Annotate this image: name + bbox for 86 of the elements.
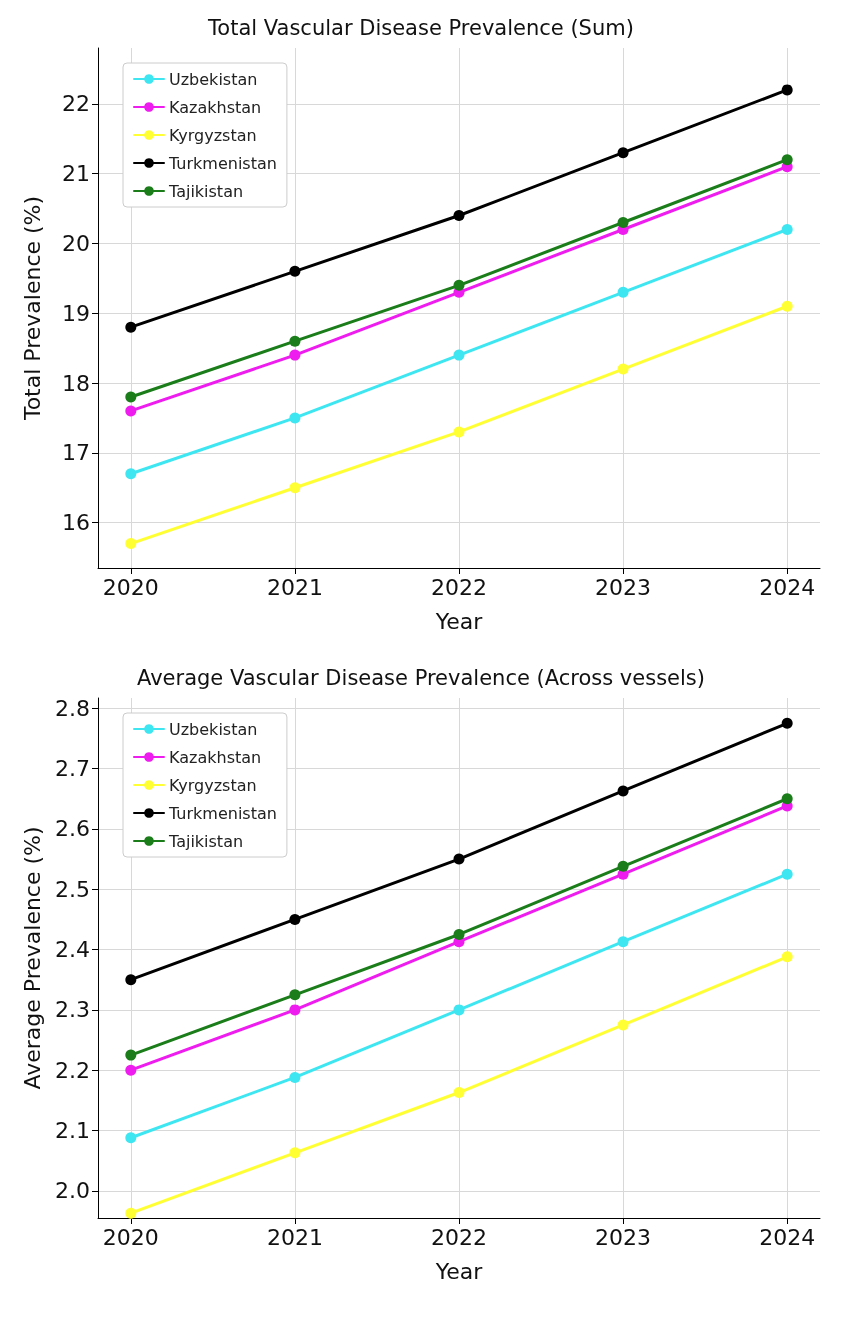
x-tick-label: 2023 [595, 1224, 652, 1250]
legend-label: Kyrgyzstan [169, 125, 257, 145]
point [125, 468, 137, 480]
y-tick-label: 16 [62, 510, 90, 536]
x-tick-label: 2021 [266, 1224, 323, 1250]
legend-label: Turkmenistan [168, 153, 277, 173]
point [781, 300, 793, 312]
point [289, 913, 301, 925]
point [617, 217, 629, 228]
point [453, 853, 465, 865]
point [289, 1147, 301, 1159]
point [617, 860, 629, 872]
legend-label: Tajikistan [168, 831, 244, 851]
y-tick-label: 20 [62, 230, 90, 256]
point [781, 868, 793, 880]
y-tick-label: 2.0 [55, 1178, 90, 1204]
legend-label: Turkmenistan [168, 803, 277, 823]
chart-title: Average Vascular Disease Prevalence (Across vessels) [137, 665, 705, 690]
point [781, 793, 793, 805]
point [781, 223, 793, 235]
point [617, 785, 629, 797]
point [289, 349, 301, 361]
point [125, 405, 137, 417]
point [125, 1132, 137, 1144]
point [617, 286, 629, 298]
point [289, 1004, 301, 1016]
y-tick-label: 22 [62, 91, 90, 117]
y-tick-label: 19 [62, 300, 90, 326]
x-tick-label: 2020 [102, 1224, 159, 1250]
point [125, 974, 137, 986]
point [617, 1019, 629, 1031]
point [617, 147, 629, 159]
x-tick-label: 2021 [266, 574, 323, 600]
point [289, 265, 301, 277]
point [453, 349, 465, 361]
point [781, 717, 793, 729]
point [617, 363, 629, 375]
point [781, 951, 793, 963]
x-axis-title: Year [434, 608, 484, 634]
y-tick-label: 21 [62, 161, 90, 187]
x-axis-title: Year [434, 1258, 484, 1284]
point [289, 482, 301, 494]
point [781, 84, 793, 96]
point [125, 1049, 137, 1061]
x-tick-label: 2023 [595, 574, 652, 600]
y-tick-label: 2.2 [55, 1057, 90, 1083]
x-tick-label: 2024 [759, 574, 816, 600]
y-tick-label: 2.5 [55, 876, 90, 902]
x-tick-label: 2022 [431, 1224, 487, 1250]
point [617, 936, 629, 948]
x-tick-label: 2020 [102, 574, 159, 600]
point [125, 391, 137, 403]
point [453, 1087, 465, 1099]
point [781, 154, 793, 166]
y-axis-title: Average Prevalence (%) [19, 826, 45, 1090]
point [453, 1004, 465, 1016]
point [125, 321, 137, 333]
point [453, 426, 465, 438]
y-tick-label: 2.4 [55, 937, 90, 963]
y-tick-label: 2.6 [55, 816, 90, 842]
point [453, 210, 465, 222]
point [453, 928, 465, 940]
legend-label: Uzbekistan [169, 69, 258, 89]
legend-label: Tajikistan [168, 181, 244, 201]
point [289, 335, 301, 347]
y-tick-label: 2.1 [55, 1118, 90, 1144]
y-tick-label: 2.8 [55, 695, 90, 721]
x-tick-label: 2022 [431, 574, 487, 600]
legend-label: Kazakhstan [169, 97, 262, 117]
point [453, 279, 465, 291]
legend-label: Kazakhstan [169, 747, 262, 767]
point [125, 538, 137, 550]
point [289, 1071, 301, 1083]
y-tick-label: 2.7 [55, 756, 90, 782]
y-tick-label: 18 [62, 370, 90, 396]
y-tick-label: 17 [62, 440, 90, 466]
y-axis-title: Total Prevalence (%) [19, 195, 45, 422]
y-tick-label: 2.3 [55, 997, 90, 1023]
point [289, 412, 301, 424]
chart-title: Total Vascular Disease Prevalence (Sum) [207, 15, 634, 40]
point [289, 989, 301, 1001]
legend-label: Kyrgyzstan [169, 775, 257, 795]
x-tick-label: 2024 [759, 1224, 816, 1250]
point [125, 1207, 137, 1219]
legend-label: Uzbekistan [169, 719, 258, 739]
point [125, 1064, 137, 1076]
